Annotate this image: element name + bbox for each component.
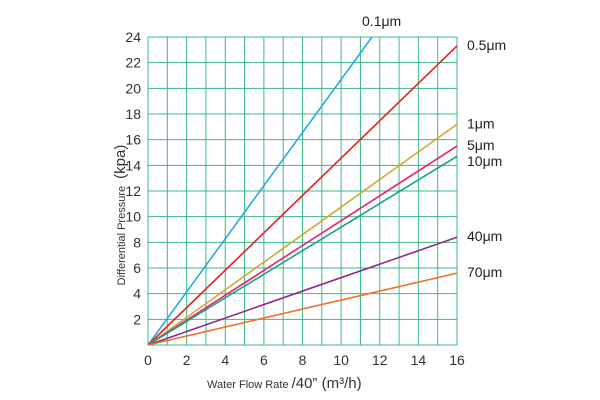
- x-tick-label: 14: [411, 352, 427, 368]
- y-tick-label: 4: [133, 286, 141, 302]
- y-tick-label: 18: [125, 106, 141, 122]
- series-label: 1μm: [467, 115, 495, 131]
- y-tick-label: 8: [133, 234, 141, 250]
- series-line: [147, 145, 458, 346]
- series-label: 70μm: [467, 264, 502, 280]
- y-axis-label-main: Differential Pressure: [116, 186, 128, 285]
- y-tick-label: 6: [133, 260, 141, 276]
- series-line: [147, 45, 458, 346]
- series-label: 40μm: [467, 228, 502, 244]
- x-tick-label: 2: [183, 352, 191, 368]
- x-tick-label: 16: [449, 352, 465, 368]
- y-tick-label: 2: [133, 311, 141, 327]
- y-tick-label: 16: [125, 132, 141, 148]
- y-tick-label: 12: [125, 183, 141, 199]
- series-label: 0.5μm: [467, 37, 506, 53]
- y-tick-label: 24: [125, 29, 141, 45]
- series-line: [147, 36, 373, 346]
- x-axis-label: Water Flow Rate /40” (m³/h): [207, 375, 362, 392]
- y-tick-label: 22: [125, 55, 141, 71]
- series-label: 5μm: [467, 137, 495, 153]
- x-tick-label: 10: [333, 352, 349, 368]
- series-line: [147, 155, 458, 346]
- y-tick-label: 10: [125, 209, 141, 225]
- x-tick-labels: 0 2 4 6 8 10 12 14 16: [144, 352, 465, 368]
- x-tick-label: 6: [260, 352, 268, 368]
- x-tick-label: 8: [299, 352, 307, 368]
- x-axis-label-main: Water Flow Rate: [207, 379, 289, 391]
- series-lines: [147, 36, 458, 346]
- y-axis-label: Differential Pressure (kpa): [112, 145, 129, 286]
- y-axis-label-unit: (kpa): [112, 145, 129, 179]
- x-tick-label: 4: [221, 352, 229, 368]
- series-label: 10μm: [467, 153, 502, 169]
- x-tick-label: 0: [144, 352, 152, 368]
- series-line: [147, 272, 458, 346]
- grid: [147, 36, 458, 346]
- series-line: [147, 236, 458, 346]
- y-tick-label: 14: [125, 157, 141, 173]
- y-tick-label: 20: [125, 80, 141, 96]
- series-label: 0.1μm: [362, 13, 401, 29]
- series-line: [147, 123, 458, 346]
- x-axis-label-unit: /40” (m³/h): [292, 375, 362, 392]
- x-tick-label: 12: [372, 352, 388, 368]
